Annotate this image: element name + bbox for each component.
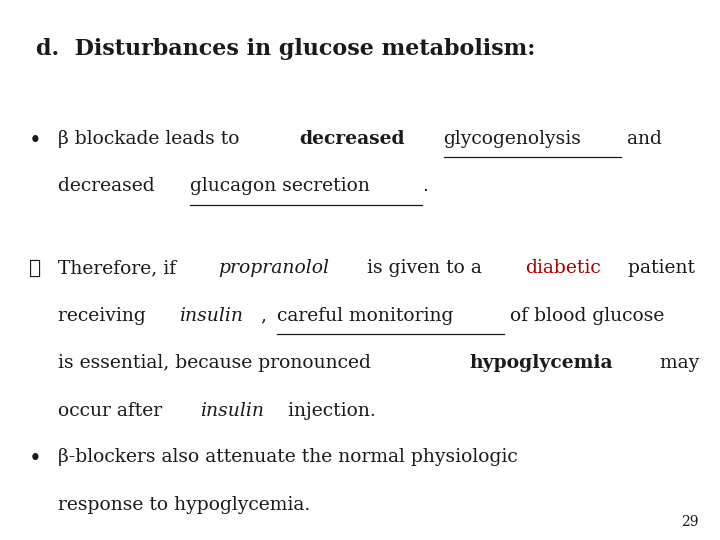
Text: 29: 29 <box>681 515 698 529</box>
Text: hypoglycemia: hypoglycemia <box>469 354 613 372</box>
Text: insulin: insulin <box>179 307 243 325</box>
Text: injection.: injection. <box>282 402 376 420</box>
Text: is essential, because pronounced: is essential, because pronounced <box>58 354 377 372</box>
Text: response to hypoglycemia.: response to hypoglycemia. <box>58 496 310 514</box>
Text: receiving: receiving <box>58 307 151 325</box>
Text: d.  Disturbances in glucose metabolism:: d. Disturbances in glucose metabolism: <box>36 38 536 60</box>
Text: β blockade leads to: β blockade leads to <box>58 130 245 147</box>
Text: careful monitoring: careful monitoring <box>276 307 453 325</box>
Text: ,: , <box>261 307 273 325</box>
Text: decreased: decreased <box>300 130 405 147</box>
Text: is given to a: is given to a <box>361 259 488 277</box>
Text: ✓: ✓ <box>29 259 41 278</box>
Text: may: may <box>654 354 699 372</box>
Text: insulin: insulin <box>199 402 264 420</box>
Text: and: and <box>621 130 662 147</box>
Text: glucagon secretion: glucagon secretion <box>190 177 370 195</box>
Text: •: • <box>29 130 42 152</box>
Text: propranolol: propranolol <box>217 259 329 277</box>
Text: occur after: occur after <box>58 402 168 420</box>
Text: •: • <box>29 448 42 470</box>
Text: patient: patient <box>622 259 696 277</box>
Text: β-blockers also attenuate the normal physiologic: β-blockers also attenuate the normal phy… <box>58 448 518 466</box>
Text: diabetic: diabetic <box>525 259 600 277</box>
Text: decreased: decreased <box>58 177 161 195</box>
Text: glycogenolysis: glycogenolysis <box>444 130 582 147</box>
Text: .: . <box>422 177 428 195</box>
Text: Therefore, if: Therefore, if <box>58 259 181 277</box>
Text: of blood glucose: of blood glucose <box>504 307 665 325</box>
